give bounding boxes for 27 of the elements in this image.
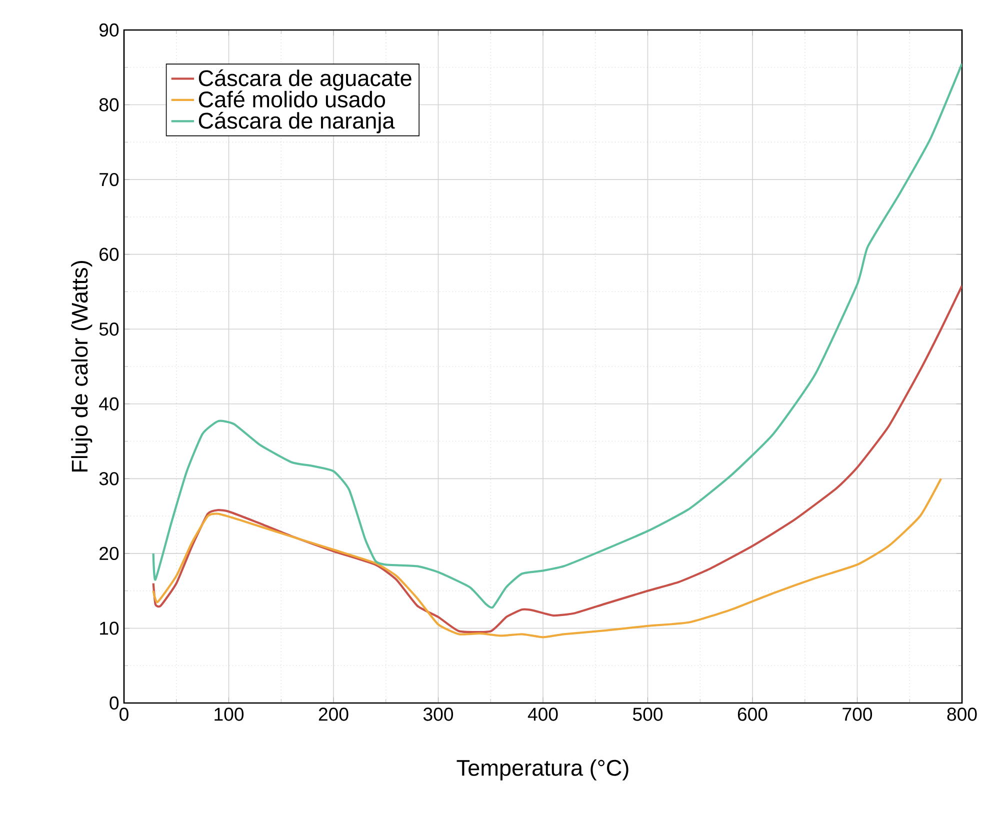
x-tick-label: 0 <box>120 708 128 721</box>
x-tick-label: 300 <box>423 708 454 721</box>
x-tick-label: 600 <box>738 708 768 721</box>
x-tick-label: 700 <box>842 708 872 721</box>
y-tick-label: 20 <box>100 546 119 560</box>
y-tick-label: 0 <box>110 696 119 710</box>
y-tick-label: 40 <box>99 397 119 410</box>
x-tick-label: 500 <box>632 708 663 721</box>
y-tick-label: 70 <box>100 172 119 186</box>
y-tick-label: 90 <box>100 23 119 37</box>
y-tick-label: 80 <box>99 98 119 112</box>
y-tick-label: 60 <box>100 248 119 261</box>
legend-label: Cáscara de aguacate <box>198 69 412 91</box>
line-series <box>152 478 942 638</box>
y-tick-label: 50 <box>99 322 119 336</box>
y-tick-label: 10 <box>100 622 119 635</box>
y-tick-label: 30 <box>99 472 119 486</box>
x-tick-label: 800 <box>947 708 977 721</box>
line-series <box>152 62 962 608</box>
legend-label: Café molido usado <box>198 90 386 108</box>
x-tick-label: 200 <box>318 708 348 721</box>
x-tick-label: 100 <box>214 708 244 721</box>
x-tick-label: 400 <box>528 708 558 721</box>
legend-label: Cáscara de naranja <box>198 112 395 134</box>
y-axis-title: Flujo de calor (Watts) <box>71 261 92 472</box>
x-axis-title: Temperatura (°C) <box>456 759 628 780</box>
line-series <box>152 284 962 634</box>
